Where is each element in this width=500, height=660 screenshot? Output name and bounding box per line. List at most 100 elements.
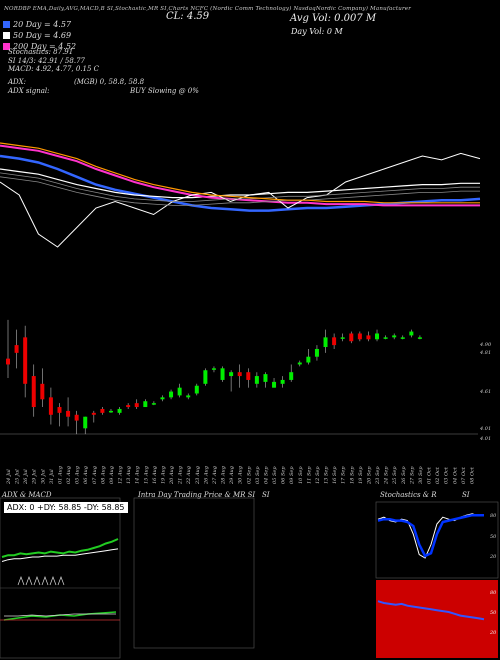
adx-pattern-mark [49, 576, 57, 586]
stoch-tick-label: 50 [490, 534, 497, 540]
si-readout: SI 14/3: 42.91 / 58.77 [8, 57, 85, 65]
ma200-line [0, 144, 480, 207]
date-tick-label: 09 Sep [289, 466, 295, 484]
candle-body [100, 408, 105, 413]
date-tick-label: 04 Oct [452, 466, 458, 484]
stoch-panel-title: Stochastics & R [380, 491, 437, 499]
candle-body [366, 335, 371, 340]
adx-panel-frame [0, 497, 121, 659]
candle-body [143, 401, 148, 408]
date-tick-label: 26 Sep [401, 466, 407, 485]
candle-body [108, 410, 113, 413]
price-line [0, 152, 481, 248]
adx-minus-line [1, 548, 119, 562]
candle-body [323, 337, 328, 348]
adx-pattern-mark [17, 576, 25, 586]
stoch-panel-frame [375, 501, 499, 579]
candle-body [383, 337, 388, 339]
ma-guide-line [0, 176, 480, 206]
date-tick-label: 23 Sep [375, 466, 381, 485]
candle-body [151, 403, 156, 405]
date-tick-label: 29 Aug [229, 466, 235, 485]
stoch-d-line [377, 513, 484, 558]
price-tick-label: 4.01 [479, 436, 491, 442]
date-tick-label: 07 Oct [461, 466, 467, 484]
close-price: CL: 4.59 [166, 11, 210, 22]
date-tick-label: 26 Aug [203, 466, 209, 485]
chart-header: NORDBP EMA,Daily,AVG,MACD,B SI,Stochasti… [4, 6, 412, 12]
date-tick-label: 09 Aug [109, 466, 115, 484]
date-tick-label: 13 Sep [324, 466, 330, 484]
ma-guide-line [0, 172, 480, 202]
date-tick-label: 10 Sep [298, 466, 304, 484]
date-tick-label: 30 Sep [418, 466, 424, 484]
date-tick-label: 27 Sep [409, 466, 415, 485]
candle-body [203, 370, 208, 384]
candle-body [31, 376, 36, 408]
stoch-k-line [377, 513, 485, 559]
adx-pattern-mark [25, 576, 33, 586]
adx-label: ADX: [8, 78, 27, 86]
candle-body [289, 372, 294, 380]
legend-item: 50 Day = 4.69 [3, 25, 71, 44]
date-tick-label: 19 Sep [358, 466, 364, 484]
candle-body [117, 408, 122, 413]
candle-body [254, 376, 259, 384]
adx-values: (MGB) 0, 58.8, 58.8 [74, 78, 145, 86]
price-tick-label: 4.01 [479, 426, 491, 432]
rsi-tick-label: 20 [489, 630, 497, 636]
date-tick-label: 23 Aug [195, 466, 201, 485]
candle-body [6, 358, 10, 365]
adx-panel-box: ADX: 0 +DY: 58.85 -DY: 58.85 [4, 502, 128, 513]
candle-body [194, 385, 199, 394]
stoch-tick-label: 80 [490, 513, 497, 519]
date-tick-label: 18 Sep [349, 466, 355, 484]
date-tick-label: 13 Aug [126, 466, 132, 484]
date-tick-label: 27 Aug [212, 466, 218, 485]
rsi-tick-label: 80 [490, 590, 497, 596]
adx-signal-label: ADX signal: [8, 87, 50, 95]
date-tick-label: 01 Aug [57, 466, 63, 484]
date-tick-label: 21 Aug [178, 466, 184, 485]
avg-volume: Avg Vol: 0.007 M [290, 13, 377, 24]
date-tick-label: 20 Sep [366, 466, 372, 485]
legend-item: 200 Day = 4.52 [3, 36, 76, 55]
date-tick-label: 04 Sep [263, 466, 269, 484]
adx-plus-line [1, 538, 119, 558]
candle-body [40, 383, 45, 400]
candle-body [409, 331, 414, 336]
macd-readout: MACD: 4.92, 4.77, 0.15 C [8, 65, 100, 73]
price-tick-label: 4.90 [479, 342, 492, 348]
adx-panel-title: ADX & MACD [2, 491, 52, 499]
date-tick-label: 19 Aug [160, 466, 166, 484]
candle-body [297, 362, 302, 365]
candle-body [314, 348, 319, 357]
date-tick-label: 25 Jul [15, 469, 21, 485]
date-tick-label: 12 Sep [315, 466, 321, 484]
candle-body [48, 397, 53, 415]
date-tick-label: 25 Sep [392, 466, 398, 485]
date-tick-label: 20 Aug [169, 466, 175, 485]
legend-swatch [3, 21, 10, 28]
candle-body [272, 381, 277, 388]
candle-body [340, 337, 345, 339]
date-tick-label: 12 Aug [118, 466, 124, 484]
candle-body [237, 372, 242, 377]
stoch-panel-si: SI [462, 491, 470, 499]
date-tick-label: 24 Jul [6, 469, 12, 485]
candle-body [91, 412, 96, 415]
date-tick-label: 30 Jul [40, 469, 46, 484]
date-tick-label: 14 Aug [135, 466, 141, 484]
stochastics-readout: Stochastics: 87.91 [8, 48, 74, 56]
date-tick-label: 31 Jul [49, 469, 55, 484]
intraday-panel-frame [133, 497, 255, 649]
legend-swatch [3, 43, 10, 50]
date-tick-label: 26 Jul [23, 469, 29, 485]
candle-body [66, 410, 71, 417]
rsi-line [377, 600, 485, 621]
date-tick-label: 05 Sep [272, 466, 278, 484]
legend-label: 200 Day = 4.52 [13, 42, 77, 51]
candle-body [126, 405, 131, 408]
adx-pattern-mark [41, 576, 49, 586]
